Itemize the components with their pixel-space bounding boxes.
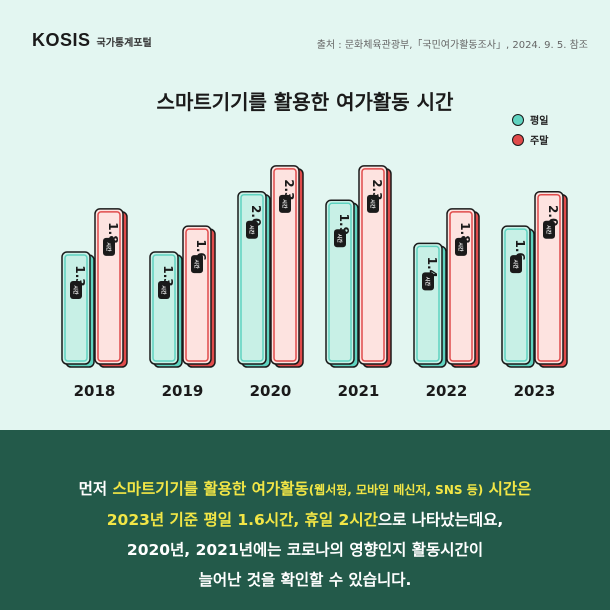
caption-panel [0, 430, 610, 610]
bar-weekday-2018 [61, 251, 91, 365]
bar-screen-weekday-2020 [240, 193, 264, 362]
bar-weekend-2018 [94, 208, 124, 365]
bar-screen-weekday-2018 [64, 254, 88, 362]
caption-line-3: 2020년, 2021년에는 코로나의 영향인지 활동시간이 [126, 541, 484, 559]
category-label-2018: 2018 [74, 382, 116, 400]
caption-line2-highlight: 2023년 기준 평일 1.6시간, 휴일 2시간 [106, 511, 378, 529]
unit-badge-weekday-2021 [334, 229, 346, 248]
unit-label-weekend-2023: 시간 [545, 225, 552, 235]
logo-text: 국가통계포털 [96, 38, 152, 49]
bar-weekend-2022 [446, 208, 476, 365]
bar-weekend-2020 [270, 165, 300, 365]
bar-screen-weekday-2021 [328, 202, 352, 362]
legend-item-weekday: 평일 [512, 112, 548, 127]
unit-badge-weekend-2023 [543, 220, 555, 239]
unit-badge-weekend-2020 [279, 194, 291, 213]
bar-weekend-2021 [358, 165, 388, 365]
category-label-2019: 2019 [162, 382, 204, 400]
caption-line-4: 늘어난 것을 확인할 수 있습니다. [198, 571, 412, 589]
unit-badge-weekend-2018 [103, 237, 115, 256]
legend-swatch-weekday [512, 113, 524, 126]
legend-swatch-weekend [512, 133, 524, 146]
bar-weekend-2019 [182, 225, 212, 365]
unit-label-weekday-2020: 시간 [248, 225, 255, 235]
caption-line2-post: 으로 나타났는데요, [377, 511, 504, 529]
unit-label-weekend-2019: 시간 [193, 260, 200, 270]
caption-line-2: 2023년 기준 평일 1.6시간, 휴일 2시간으로 나타났는데요, [0, 505, 610, 535]
bar-weekday-2019 [149, 251, 179, 365]
unit-badge-weekend-2022 [455, 237, 467, 256]
bar-screen-weekday-2023 [504, 228, 528, 362]
bar-screen-weekday-2019 [152, 254, 176, 362]
bar-screen-weekend-2021 [361, 168, 385, 362]
unit-label-weekend-2022: 시간 [457, 242, 464, 252]
unit-label-weekend-2018: 시간 [105, 242, 112, 252]
bar-screen-weekend-2018 [97, 211, 121, 362]
caption-line1-pre: 먼저 [78, 480, 113, 498]
unit-label-weekday-2019: 시간 [160, 285, 167, 295]
unit-badge-weekend-2021 [367, 194, 379, 213]
unit-label-weekday-2023: 시간 [512, 260, 519, 270]
category-label-2022: 2022 [426, 382, 468, 400]
unit-label-weekend-2021: 시간 [369, 199, 376, 209]
unit-label-weekday-2022: 시간 [424, 277, 431, 287]
bar-weekday-2020 [237, 190, 267, 365]
legend-label-weekday: 평일 [530, 116, 549, 127]
bar-weekday-2023 [501, 225, 531, 365]
bar-screen-weekday-2022 [416, 245, 440, 362]
unit-badge-weekday-2022 [422, 272, 434, 291]
chart-legend: 평일 주말 [512, 112, 548, 152]
caption-text: 먼저 스마트기기를 활용한 여가활동(웹서핑, 모바일 메신저, SNS 등) … [0, 474, 610, 595]
caption-line1-highlight: 스마트기기를 활용한 여가활동 [112, 480, 309, 498]
bar-screen-weekend-2022 [449, 211, 473, 362]
bar-screen-weekend-2019 [185, 228, 209, 362]
unit-badge-weekday-2020 [246, 220, 258, 239]
unit-label-weekday-2021: 시간 [336, 234, 343, 244]
caption-line1-highlight-end: 시간은 [483, 480, 532, 498]
legend-label-weekend: 주말 [530, 136, 549, 147]
legend-item-weekend: 주말 [512, 132, 548, 147]
bar-weekday-2021 [325, 199, 355, 365]
chart-title: 스마트기기를 활용한 여가활동 시간 [156, 90, 454, 114]
bar-chart: 1.3시간1.8시간20181.3시간1.6시간20192.0시간2.3시간20… [61, 165, 568, 400]
caption-line1-examples: (웹서핑, 모바일 메신저, SNS 등) [308, 483, 484, 497]
unit-badge-weekday-2019 [158, 281, 170, 299]
bar-screen-weekend-2023 [537, 193, 561, 362]
bar-weekday-2022 [413, 242, 443, 365]
logo-mark: KOSIS [32, 30, 91, 50]
unit-badge-weekday-2023 [510, 255, 522, 274]
category-label-2023: 2023 [514, 382, 556, 400]
unit-label-weekday-2018: 시간 [72, 285, 79, 295]
bar-weekend-2023 [534, 190, 564, 365]
unit-badge-weekend-2019 [191, 255, 203, 274]
unit-badge-weekday-2018 [70, 281, 82, 299]
source-note: 출처 : 문화체육관광부,「국민여가활동조사」, 2024. 9. 5. 참조 [316, 40, 588, 51]
unit-label-weekend-2020: 시간 [281, 199, 288, 209]
bar-screen-weekend-2020 [273, 168, 297, 362]
caption-line-1: 먼저 스마트기기를 활용한 여가활동(웹서핑, 모바일 메신저, SNS 등) … [0, 474, 610, 505]
category-label-2020: 2020 [250, 382, 292, 400]
category-label-2021: 2021 [338, 382, 380, 400]
kosis-logo: KOSIS 국가통계포털 [32, 30, 152, 51]
